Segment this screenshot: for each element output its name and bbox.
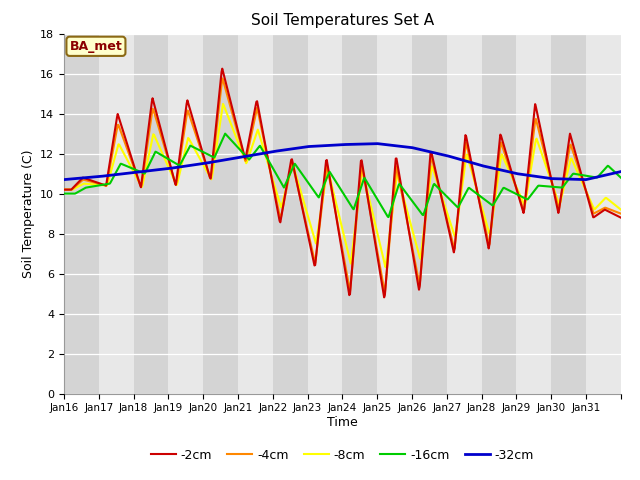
Bar xyxy=(238,34,273,394)
Bar xyxy=(377,34,412,394)
Bar xyxy=(99,34,134,394)
Title: Soil Temperatures Set A: Soil Temperatures Set A xyxy=(251,13,434,28)
Bar xyxy=(586,34,621,394)
Bar xyxy=(516,34,551,394)
Bar xyxy=(204,34,238,394)
Bar xyxy=(308,34,342,394)
Bar xyxy=(412,34,447,394)
Bar xyxy=(447,34,481,394)
Text: BA_met: BA_met xyxy=(70,40,122,53)
Bar xyxy=(64,34,99,394)
Bar xyxy=(134,34,168,394)
X-axis label: Time: Time xyxy=(327,416,358,429)
Bar xyxy=(273,34,308,394)
Bar xyxy=(481,34,516,394)
Y-axis label: Soil Temperature (C): Soil Temperature (C) xyxy=(22,149,35,278)
Bar xyxy=(551,34,586,394)
Bar xyxy=(168,34,204,394)
Bar xyxy=(342,34,377,394)
Legend: -2cm, -4cm, -8cm, -16cm, -32cm: -2cm, -4cm, -8cm, -16cm, -32cm xyxy=(146,444,539,467)
